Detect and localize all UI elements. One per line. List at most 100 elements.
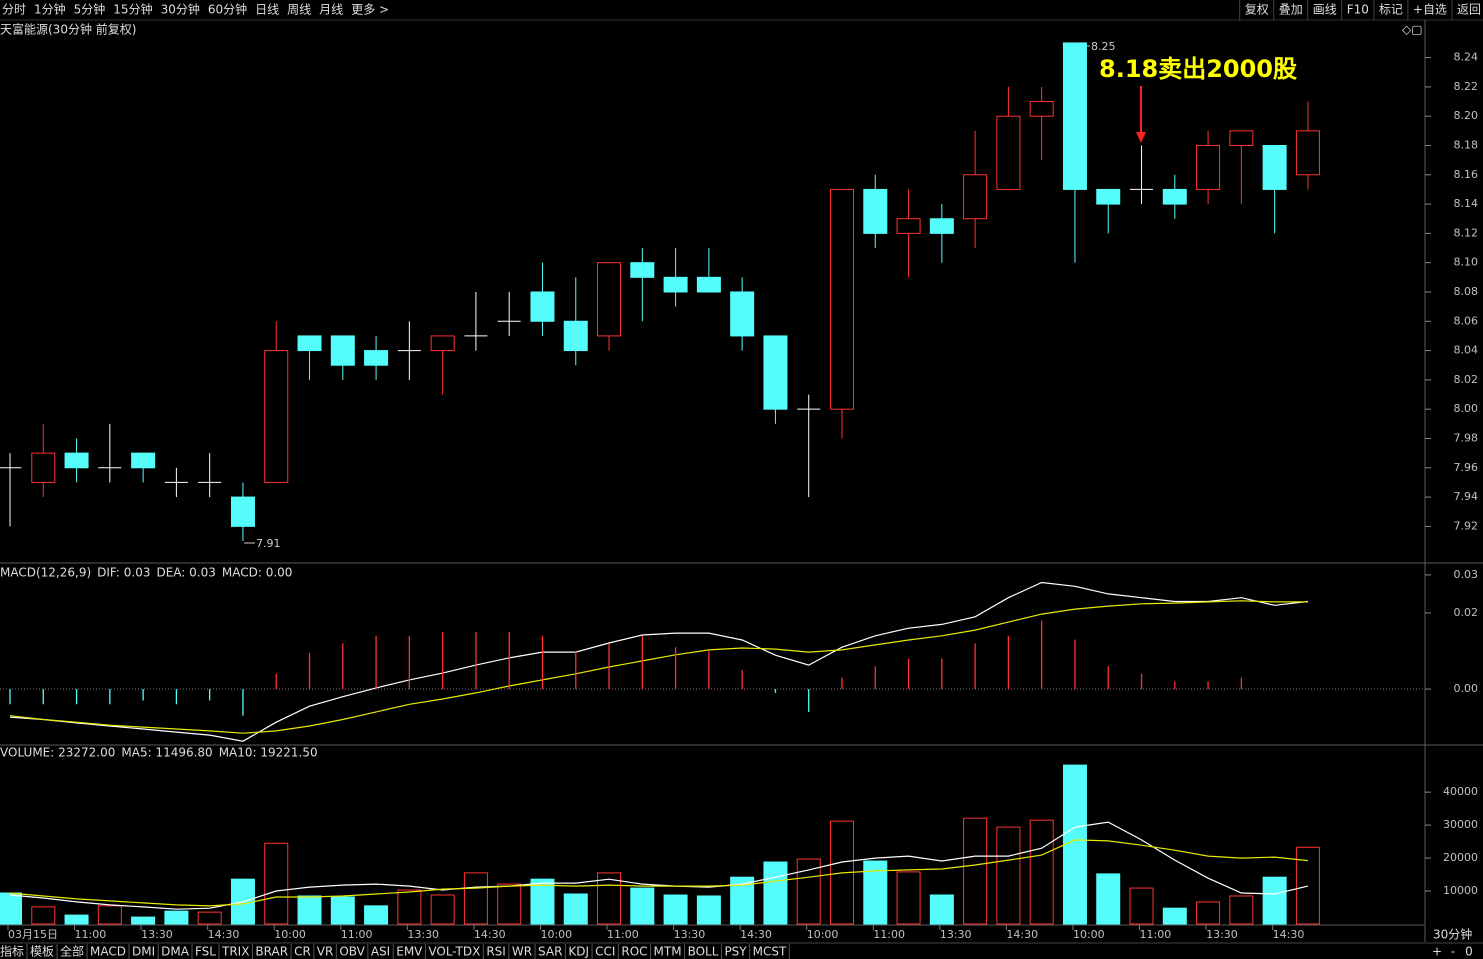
indicator-tab[interactable]: MTM bbox=[654, 945, 682, 959]
volume-bar bbox=[630, 887, 655, 925]
y-tick-label: 7.94 bbox=[1454, 490, 1479, 503]
volume-bar bbox=[330, 896, 355, 925]
period-tab[interactable]: 30分钟 bbox=[161, 2, 200, 17]
candle-body bbox=[1295, 130, 1320, 176]
min-label: 7.91 bbox=[256, 537, 281, 550]
indicator-tab[interactable]: SAR bbox=[538, 945, 562, 959]
candle-body bbox=[929, 218, 954, 234]
volume-bar bbox=[397, 889, 422, 925]
indicator-tab[interactable]: RSI bbox=[486, 945, 506, 959]
candle-body bbox=[1096, 188, 1121, 205]
zoom-button[interactable]: + bbox=[1432, 945, 1442, 959]
candle-body bbox=[863, 188, 888, 234]
indicator-tab[interactable]: CCI bbox=[595, 945, 615, 959]
period-tab[interactable]: 更多 > bbox=[351, 3, 389, 17]
x-tick-label: 03月15日 bbox=[8, 928, 58, 941]
x-tick-label: 11:00 bbox=[1140, 928, 1172, 941]
zoom-button[interactable]: 0 bbox=[1465, 945, 1473, 959]
volume-bar bbox=[364, 905, 389, 925]
indicator-tab[interactable]: 全部 bbox=[60, 944, 84, 959]
candle-body bbox=[696, 276, 721, 293]
indicator-tab[interactable]: MACD bbox=[90, 945, 126, 959]
indicator-tab[interactable]: DMA bbox=[161, 945, 190, 959]
candle-body bbox=[64, 452, 89, 469]
trade-arrow-head bbox=[1136, 132, 1146, 143]
indicator-tab[interactable]: 指标 bbox=[0, 944, 24, 959]
volume-bar bbox=[430, 894, 455, 925]
candle-body bbox=[763, 335, 788, 410]
period-tab[interactable]: 60分钟 bbox=[208, 2, 247, 17]
max-label: 8.25 bbox=[1091, 40, 1116, 53]
indicator-tab[interactable]: BOLL bbox=[688, 945, 719, 959]
indicator-tab[interactable]: DMI bbox=[132, 945, 155, 959]
volume-bar bbox=[97, 905, 122, 925]
volume-bar bbox=[1096, 873, 1121, 925]
toolbar-button[interactable]: 复权 bbox=[1245, 3, 1269, 17]
indicator-tab[interactable]: OBV bbox=[339, 945, 365, 959]
candle-body bbox=[896, 218, 921, 234]
x-tick-label: 11:00 bbox=[607, 928, 639, 941]
volume-bar bbox=[1196, 901, 1221, 925]
y-tick-label: 8.08 bbox=[1454, 285, 1479, 298]
indicator-tab[interactable]: WR bbox=[512, 945, 532, 959]
y-tick-label: 8.18 bbox=[1454, 138, 1479, 151]
period-tab[interactable]: 周线 bbox=[287, 3, 311, 17]
period-tab[interactable]: 15分钟 bbox=[113, 2, 152, 17]
period-tab[interactable]: 分时 bbox=[2, 3, 26, 17]
candle-body bbox=[1262, 144, 1287, 190]
volume-bar bbox=[1262, 876, 1287, 925]
indicator-tab[interactable]: BRAR bbox=[255, 945, 288, 959]
y-tick-label: 8.24 bbox=[1454, 51, 1479, 64]
indicator-tab[interactable]: TRIX bbox=[221, 945, 249, 959]
y-tick-label: 8.10 bbox=[1454, 256, 1479, 269]
candle-body bbox=[530, 291, 555, 322]
volume-bar bbox=[996, 826, 1021, 925]
candle-body bbox=[830, 188, 854, 410]
indicator-tab[interactable]: KDJ bbox=[568, 945, 589, 959]
indicator-tab[interactable]: FSL bbox=[195, 945, 216, 959]
toolbar-button[interactable]: 画线 bbox=[1313, 3, 1337, 17]
indicator-tab[interactable]: MCST bbox=[753, 945, 787, 959]
indicator-tab[interactable]: VOL-TDX bbox=[428, 945, 480, 959]
toolbar-button[interactable]: +自选 bbox=[1413, 3, 1447, 17]
volume-bar bbox=[929, 894, 954, 925]
indicator-tab[interactable]: EMV bbox=[396, 945, 423, 959]
macd-line bbox=[9, 581, 1308, 742]
trade-note: 8.18卖出2000股 bbox=[1099, 55, 1297, 83]
candle-body bbox=[31, 452, 56, 483]
candle-body bbox=[963, 174, 988, 220]
y-tick-label: 8.06 bbox=[1454, 314, 1479, 327]
indicator-tab[interactable]: 模板 bbox=[30, 945, 54, 959]
toolbar-button[interactable]: 返回 bbox=[1457, 3, 1481, 17]
indicator-tab[interactable]: VR bbox=[317, 945, 334, 959]
y-tick-label: 8.02 bbox=[1454, 373, 1479, 386]
volume-bar bbox=[0, 892, 22, 925]
x-tick-label: 11:00 bbox=[873, 928, 905, 941]
y-tick-label: 7.98 bbox=[1454, 431, 1479, 444]
volume-bar bbox=[563, 893, 588, 925]
period-tab[interactable]: 5分钟 bbox=[74, 2, 106, 17]
candle-body bbox=[131, 452, 156, 469]
toolbar-button[interactable]: 叠加 bbox=[1279, 3, 1303, 17]
indicator-tab[interactable]: CR bbox=[294, 945, 311, 959]
candle-body bbox=[1229, 130, 1254, 146]
indicator-tab[interactable]: ROC bbox=[621, 945, 647, 959]
period-tab[interactable]: 月线 bbox=[319, 3, 343, 17]
indicator-tab[interactable]: ASI bbox=[371, 945, 390, 959]
indicator-tab[interactable]: PSY bbox=[724, 945, 747, 959]
volume-bar bbox=[164, 910, 189, 925]
period-tab[interactable]: 1分钟 bbox=[34, 2, 66, 17]
volume-bar bbox=[1229, 895, 1254, 925]
zoom-button[interactable]: - bbox=[1451, 945, 1455, 959]
toolbar-button[interactable]: F10 bbox=[1347, 3, 1369, 17]
y-tick-label: 30000 bbox=[1443, 818, 1478, 831]
toolbar-button[interactable]: 标记 bbox=[1379, 3, 1403, 17]
legend-entry: DIF: 0.03 bbox=[97, 566, 150, 580]
panel-icons[interactable]: ◇▢ bbox=[1402, 23, 1423, 37]
volume-bar bbox=[796, 858, 821, 925]
period-tab[interactable]: 日线 bbox=[255, 3, 279, 17]
x-tick-label: 13:30 bbox=[940, 928, 972, 941]
candle-body bbox=[330, 335, 355, 366]
x-tick-label: 13:30 bbox=[407, 928, 439, 941]
